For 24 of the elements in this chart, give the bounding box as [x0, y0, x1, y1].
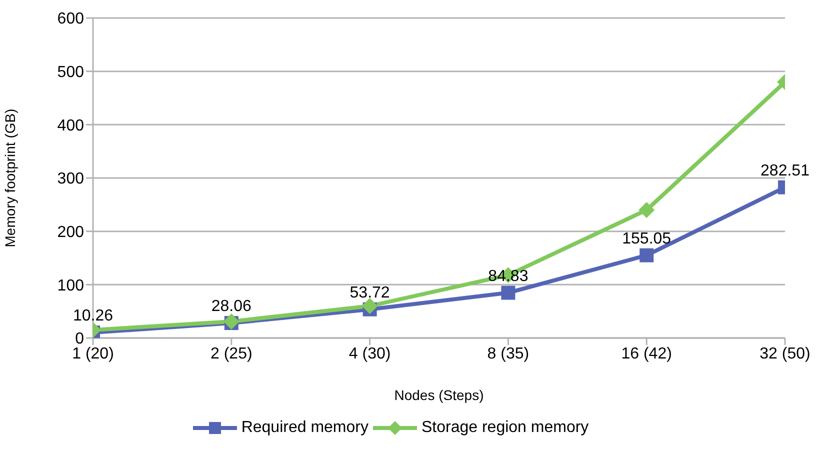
x-tick-label: 4 (30) [348, 345, 391, 362]
data-label: 10.26 [72, 308, 114, 325]
x-tick-label: 32 (50) [760, 345, 810, 362]
y-tick-label: 600 [57, 10, 84, 28]
y-tick-label: 400 [57, 117, 84, 134]
data-label: 282.51 [760, 162, 810, 180]
x-tick-label: 8 (35) [487, 345, 530, 362]
x-tick-label: 1 (20) [72, 345, 114, 362]
x-axis-title: Nodes (Steps) [394, 387, 484, 403]
legend-label: Storage region memory [421, 419, 589, 437]
x-tick-label: 2 (25) [210, 345, 252, 362]
y-tick-label: 0 [75, 330, 84, 348]
point [362, 298, 378, 314]
y-tick-label: 100 [57, 277, 84, 294]
data-label: 155.05 [622, 230, 672, 248]
x-tick-label: 16 (42) [621, 345, 672, 362]
data-label: 28.06 [211, 298, 252, 316]
y-axis-title: Memory footprint (GB) [2, 108, 18, 248]
data-label: 53.72 [350, 284, 390, 302]
legend-label: Required memory [241, 419, 368, 437]
y-tick-label: 300 [57, 170, 84, 188]
y-tick-label: 200 [57, 224, 84, 242]
point [501, 286, 516, 300]
y-tick-label: 500 [57, 64, 84, 82]
